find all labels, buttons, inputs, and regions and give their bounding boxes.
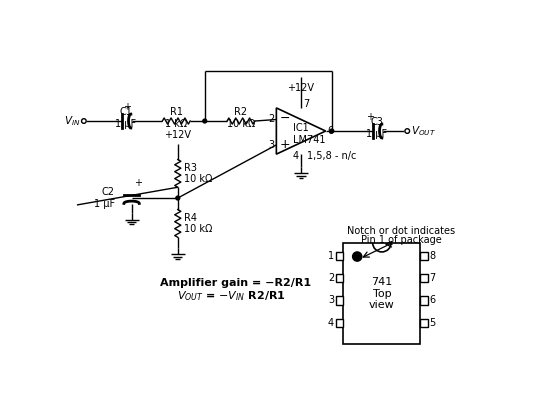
- Bar: [421, 274, 428, 282]
- Text: 741
Top
view: 741 Top view: [369, 277, 395, 310]
- Text: 6: 6: [327, 126, 333, 136]
- Circle shape: [352, 252, 362, 261]
- Text: +: +: [134, 178, 142, 188]
- Text: +: +: [279, 138, 290, 151]
- Text: 4: 4: [328, 318, 334, 328]
- Text: 1,5,8 - n/c: 1,5,8 - n/c: [307, 151, 356, 161]
- Bar: [421, 318, 428, 327]
- Text: 1: 1: [328, 251, 334, 261]
- Text: +: +: [123, 102, 131, 112]
- Text: 5: 5: [429, 318, 436, 328]
- Bar: [421, 251, 428, 260]
- Text: +: +: [366, 112, 374, 122]
- Circle shape: [405, 129, 410, 133]
- Text: C1
1 μF: C1 1 μF: [115, 107, 136, 129]
- Text: R4
10 kΩ: R4 10 kΩ: [184, 213, 212, 234]
- Bar: [335, 318, 343, 327]
- Text: R3
10 kΩ: R3 10 kΩ: [184, 162, 212, 184]
- Bar: [343, 243, 421, 344]
- Text: $V_{IN}$: $V_{IN}$: [64, 114, 81, 128]
- Text: 8: 8: [429, 251, 436, 261]
- Text: IC1
LM741: IC1 LM741: [293, 123, 326, 145]
- Bar: [335, 274, 343, 282]
- Text: Pin 1 of package: Pin 1 of package: [361, 235, 441, 245]
- Bar: [335, 296, 343, 305]
- Bar: [335, 251, 343, 260]
- Text: Amplifier gain = −R2/R1: Amplifier gain = −R2/R1: [160, 278, 311, 288]
- Text: C3
1 μF: C3 1 μF: [366, 117, 387, 139]
- Bar: [421, 296, 428, 305]
- Text: 3: 3: [268, 140, 274, 150]
- Text: Notch or dot indicates: Notch or dot indicates: [347, 226, 455, 236]
- Text: 7: 7: [303, 99, 310, 109]
- Text: 2: 2: [328, 273, 334, 283]
- Text: −: −: [279, 112, 290, 125]
- Text: R2
10 kΩ: R2 10 kΩ: [227, 107, 255, 129]
- Text: $V_{OUT}$: $V_{OUT}$: [411, 124, 436, 138]
- Text: R1
1 kΩ: R1 1 kΩ: [165, 107, 187, 129]
- Text: 6: 6: [429, 295, 436, 306]
- Text: $V_{OUT}$ = $-V_{IN}$ R2/R1: $V_{OUT}$ = $-V_{IN}$ R2/R1: [177, 290, 286, 304]
- Text: +12V: +12V: [164, 130, 191, 140]
- Text: 3: 3: [328, 295, 334, 306]
- Text: +12V: +12V: [288, 83, 315, 93]
- Text: 7: 7: [429, 273, 436, 283]
- Text: 2: 2: [268, 115, 274, 124]
- Text: 4: 4: [293, 151, 299, 161]
- Circle shape: [330, 129, 334, 133]
- Text: C2
1 μF: C2 1 μF: [93, 187, 115, 209]
- Circle shape: [176, 196, 180, 200]
- Circle shape: [82, 119, 86, 123]
- Circle shape: [203, 119, 206, 123]
